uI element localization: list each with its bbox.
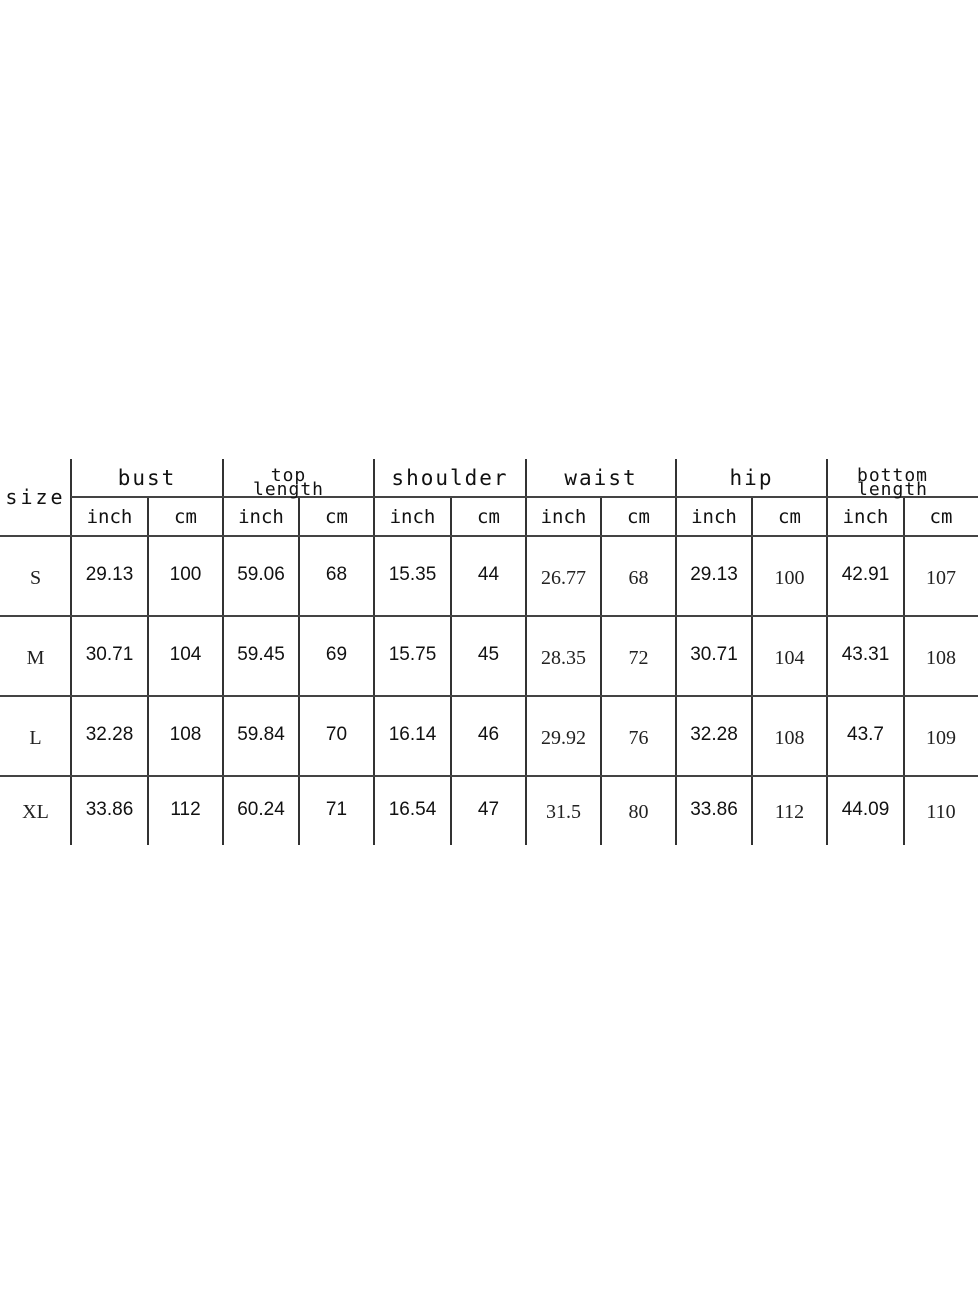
value-cell: 104 [774, 646, 805, 669]
unit-header-cm: cm [325, 505, 348, 528]
value-cell: 76 [628, 726, 649, 749]
value-cell: 112 [774, 801, 805, 823]
group-header-bust: bust [117, 465, 177, 490]
value-cell: 43.31 [841, 644, 890, 665]
unit-header-inch: inch [238, 505, 284, 528]
column-divider [525, 459, 527, 845]
column-divider [903, 497, 905, 845]
value-cell: 44 [477, 564, 500, 585]
group-header-top-length: top length [253, 465, 325, 500]
value-cell: 112 [170, 798, 201, 820]
unit-header-inch: inch [540, 505, 587, 528]
value-cell: 110 [926, 801, 956, 823]
size-cell: M [26, 646, 45, 669]
value-cell: 72 [628, 646, 649, 669]
value-cell: 108 [774, 726, 805, 749]
value-cell: 16.54 [388, 798, 437, 820]
value-cell: 109 [926, 726, 956, 749]
row-divider [0, 695, 978, 697]
unit-header-cm: cm [778, 505, 801, 528]
value-cell: 71 [325, 798, 348, 820]
column-divider [675, 459, 677, 845]
value-cell: 15.35 [388, 564, 437, 585]
row-divider [0, 775, 978, 777]
value-cell: 68 [325, 564, 348, 585]
group-header-shoulder: shoulder [391, 465, 509, 490]
size-cell: S [29, 566, 42, 589]
value-cell: 33.86 [690, 798, 738, 820]
value-cell: 70 [325, 724, 348, 745]
value-cell: 108 [169, 724, 202, 745]
size-cell: XL [22, 801, 49, 823]
value-cell: 59.84 [237, 724, 285, 745]
value-cell: 31.5 [546, 801, 581, 823]
size-cell: L [29, 726, 42, 749]
column-divider [751, 497, 753, 845]
value-cell: 32.28 [690, 724, 738, 745]
unit-header-cm: cm [477, 505, 500, 528]
value-cell: 68 [628, 566, 649, 589]
value-cell: 42.91 [841, 564, 890, 585]
column-divider [373, 459, 375, 845]
value-cell: 44.09 [841, 798, 890, 820]
value-cell: 108 [926, 646, 956, 669]
value-cell: 107 [926, 566, 956, 589]
group-header-waist: waist [564, 465, 638, 490]
value-cell: 45 [477, 644, 500, 665]
value-cell: 59.06 [237, 564, 285, 585]
unit-header-cm: cm [929, 505, 953, 528]
unit-header-inch: inch [842, 505, 889, 528]
value-cell: 30.71 [85, 644, 134, 665]
value-cell: 29.13 [690, 564, 738, 585]
unit-header-inch: inch [86, 505, 133, 528]
value-cell: 26.77 [541, 566, 586, 589]
value-cell: 69 [325, 644, 348, 665]
value-cell: 29.92 [541, 726, 586, 749]
column-divider [298, 497, 300, 845]
value-cell: 104 [169, 644, 202, 665]
value-cell: 32.28 [85, 724, 134, 745]
column-divider [147, 497, 149, 845]
unit-header-inch: inch [389, 505, 436, 528]
value-cell: 29.13 [85, 564, 134, 585]
size-chart-table: size bust inch cm top length inch cm shoulder in… [0, 459, 978, 845]
value-cell: 47 [477, 798, 500, 820]
column-divider [600, 497, 602, 845]
value-cell: 100 [169, 564, 202, 585]
column-divider [222, 459, 224, 845]
group-header-bottom-length: bottom length [857, 465, 929, 500]
value-cell: 15.75 [388, 644, 437, 665]
column-divider [826, 459, 828, 845]
unit-header-cm: cm [627, 505, 650, 528]
value-cell: 59.45 [237, 644, 285, 665]
value-cell: 43.7 [847, 724, 884, 745]
size-header: size [5, 485, 66, 509]
row-divider [0, 535, 978, 537]
value-cell: 46 [477, 724, 500, 745]
value-cell: 28.35 [541, 646, 586, 669]
group-header-hip: hip [729, 465, 774, 490]
unit-header-cm: cm [174, 505, 197, 528]
value-cell: 30.71 [690, 644, 738, 665]
row-divider [71, 496, 978, 498]
column-divider [70, 459, 72, 845]
value-cell: 16.14 [388, 724, 437, 745]
unit-header-inch: inch [691, 505, 737, 528]
row-divider [0, 615, 978, 617]
value-cell: 100 [774, 566, 805, 589]
value-cell: 60.24 [237, 798, 285, 820]
value-cell: 33.86 [85, 798, 134, 820]
column-divider [450, 497, 452, 845]
value-cell: 80 [628, 801, 649, 823]
